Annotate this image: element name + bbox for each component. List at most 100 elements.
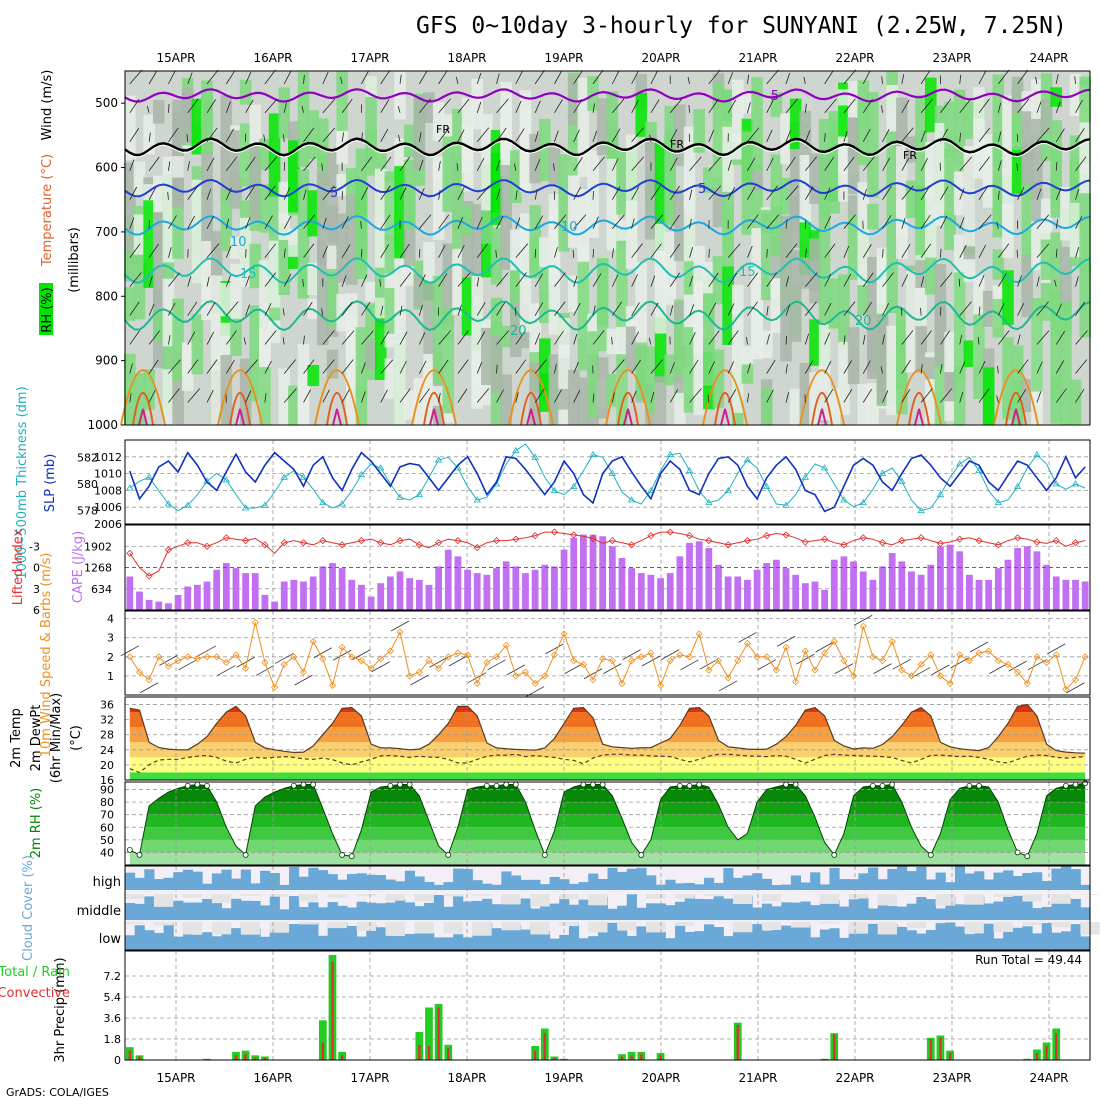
wind-barb	[399, 272, 412, 287]
wind-barb	[978, 185, 989, 200]
rh-shade	[288, 140, 300, 213]
cloud-cover-bar	[607, 922, 618, 950]
wind-barb	[457, 187, 465, 200]
wind-barb	[824, 388, 834, 403]
wind-speed-point	[1004, 660, 1012, 669]
cape-bar	[464, 569, 471, 610]
wind-barb	[303, 359, 315, 374]
cloud-cover-bar	[144, 930, 155, 950]
wind-barb	[669, 243, 681, 258]
thickness-point	[801, 473, 810, 480]
wind-barb	[699, 658, 719, 670]
wind-barb	[882, 248, 884, 258]
wind-panel-frame	[124, 610, 1091, 696]
lifted-index-point	[917, 534, 925, 542]
thickness-point	[164, 500, 173, 507]
cloud-cover-bar	[414, 924, 425, 950]
cloud-cover-bar	[732, 923, 744, 950]
thickness-point	[917, 506, 925, 514]
wind-barb	[592, 330, 605, 345]
wind-barb	[881, 105, 883, 113]
precip-convective-bar	[254, 1057, 257, 1060]
lifted-index-point	[956, 535, 964, 543]
wind-barb	[843, 245, 850, 258]
rh-shade	[490, 336, 503, 394]
wind-barb	[148, 70, 158, 85]
lifted-index-point	[994, 541, 1002, 549]
rh-shade	[558, 318, 570, 359]
wind-barb	[197, 645, 217, 657]
wind-barb	[661, 649, 680, 660]
cloud-cover-bar	[704, 899, 715, 920]
cloud-clear-patch	[153, 894, 174, 907]
wind-barb	[824, 216, 832, 229]
cape-bar	[406, 578, 414, 610]
wind-barb	[862, 128, 871, 142]
rh-shade	[818, 259, 831, 366]
rh-shade	[442, 306, 455, 341]
wind-barb	[168, 104, 170, 113]
dewpoint-line	[129, 753, 1086, 774]
date-label-top: 23APR	[932, 51, 971, 65]
wind-barb	[940, 186, 949, 200]
rh-shade	[616, 219, 628, 241]
cloud-clear-patch	[877, 894, 897, 906]
rh-point	[792, 781, 799, 788]
wind-barb	[282, 308, 285, 316]
thickness-point	[512, 446, 520, 454]
wind-barb	[843, 214, 856, 229]
cloud-cover-bar	[897, 906, 908, 920]
cloud-cover-bar	[713, 882, 724, 890]
cloud-cover-bar	[916, 866, 927, 890]
rh-shade	[201, 80, 213, 154]
cloud-cover-bar	[192, 871, 203, 890]
precip-total-bar	[318, 1020, 327, 1060]
rh-shade	[577, 261, 590, 371]
date-label-top: 16APR	[253, 51, 292, 65]
cloud-cover-bar	[511, 901, 522, 920]
cloud-cover-bar	[240, 869, 251, 890]
rh-shade	[770, 154, 783, 256]
cloud-cover-bar	[1051, 868, 1062, 890]
wind-barb	[803, 76, 806, 84]
temp-tick: 32	[100, 714, 114, 727]
rh-shade	[1079, 193, 1091, 273]
wind-barb	[225, 187, 232, 200]
rh-point	[184, 782, 191, 789]
wind-speed-point	[512, 672, 520, 680]
date-label-bottom: 20APR	[641, 1071, 680, 1085]
rh-shade	[471, 78, 484, 130]
wind-barb	[303, 335, 305, 345]
wind-barb	[457, 98, 470, 114]
isotherm-25	[217, 369, 263, 426]
wind-barb	[998, 69, 1010, 85]
cloud-cover-bar	[559, 934, 570, 950]
wind-barb	[920, 276, 925, 287]
cloud-cover-bar	[269, 928, 280, 950]
isotherm-35	[914, 408, 924, 426]
wind-barb	[901, 157, 910, 171]
cape-bar	[280, 581, 288, 610]
wind-barb	[534, 332, 541, 345]
cloud-cover-bar	[877, 879, 888, 890]
rh-shade	[278, 368, 291, 425]
wind-barb	[804, 360, 814, 374]
rh-shade	[712, 189, 725, 228]
wind-barb	[766, 334, 771, 345]
cloud-cover-bar	[539, 906, 551, 920]
wind-barb	[687, 76, 690, 84]
wind-barb	[747, 102, 751, 113]
wind-barb	[1036, 243, 1050, 258]
rh-shade	[654, 376, 667, 425]
cape-bar	[686, 542, 693, 610]
thickness-point	[705, 498, 713, 506]
wind-barb	[1017, 359, 1029, 374]
precip-convective-bar	[1055, 1033, 1058, 1060]
wind-barb	[397, 105, 401, 113]
wind-barb	[380, 214, 391, 229]
cloud-cover-bar	[1003, 931, 1014, 950]
isotherm-30	[908, 391, 930, 426]
rh-shade	[664, 354, 677, 386]
cloud-cover-bar	[848, 879, 859, 890]
wind-barb	[1016, 163, 1019, 171]
